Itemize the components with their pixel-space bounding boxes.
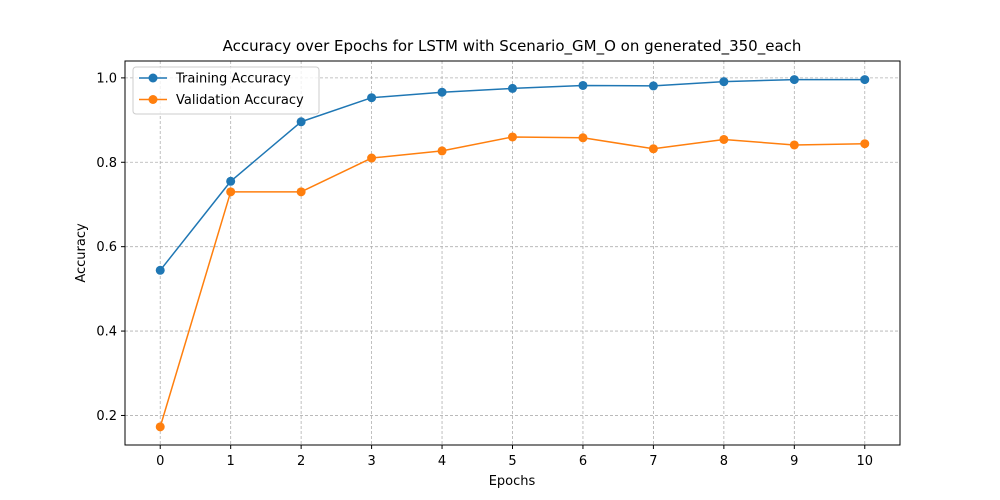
training-accuracy-legend-label: Training Accuracy [175, 72, 291, 87]
validation-accuracy-legend-marker [148, 95, 158, 104]
x-tick-label: 1 [227, 454, 235, 469]
training-accuracy-point [437, 87, 447, 97]
x-tick-label: 6 [579, 454, 587, 469]
x-tick-label: 5 [508, 454, 516, 469]
y-tick-label: 1.0 [96, 71, 117, 86]
series-layer [155, 75, 870, 432]
training-accuracy-point [296, 117, 306, 127]
y-tick-label: 0.4 [96, 325, 117, 340]
x-tick-label: 9 [790, 454, 798, 469]
validation-accuracy-point [578, 133, 588, 143]
training-accuracy-series [155, 75, 870, 275]
validation-accuracy-point [648, 144, 658, 154]
x-tick-label: 3 [367, 454, 375, 469]
y-tick-label: 0.2 [96, 409, 117, 424]
grid-layer [125, 61, 900, 445]
validation-accuracy-series [155, 132, 870, 432]
legend: Training Accuracy Validation Accuracy [132, 66, 320, 115]
validation-accuracy-point [226, 187, 236, 197]
y-tick-label: 0.8 [96, 156, 117, 171]
validation-accuracy-point [155, 422, 165, 432]
training-accuracy-point [860, 75, 870, 85]
x-tick-label: 0 [156, 454, 164, 469]
x-tick-label: 4 [438, 454, 446, 469]
training-accuracy-point [648, 81, 658, 91]
x-tick-label: 8 [720, 454, 728, 469]
validation-accuracy-point [789, 140, 799, 150]
validation-accuracy-point [719, 134, 729, 144]
validation-accuracy-point [860, 139, 870, 149]
validation-accuracy-point [437, 146, 447, 156]
training-accuracy-point [226, 176, 236, 186]
chart-title: Accuracy over Epochs for LSTM with Scena… [223, 37, 802, 56]
validation-accuracy-point [508, 132, 517, 142]
tick-layer: 0 1 2 3 4 5 6 7 8 9 10 0.2 0.4 0.6 0.8 1.0 [96, 71, 873, 469]
training-accuracy-legend-marker [148, 73, 158, 83]
y-axis-label: Accuracy [74, 223, 89, 283]
training-accuracy-point [367, 93, 377, 103]
y-tick-label: 0.6 [96, 240, 117, 255]
validation-accuracy-legend-label: Validation Accuracy [176, 93, 304, 108]
training-accuracy-point [719, 77, 729, 87]
training-accuracy-point [155, 265, 165, 275]
validation-accuracy-point [367, 153, 377, 163]
legend-frame [132, 66, 320, 115]
x-axis-label: Epochs [489, 474, 536, 489]
x-tick-label: 10 [856, 454, 873, 469]
x-tick-label: 7 [649, 454, 657, 469]
validation-accuracy-point [296, 187, 306, 197]
x-tick-label: 2 [297, 454, 305, 469]
training-accuracy-point [508, 83, 517, 93]
legend-entries: Training Accuracy Validation Accuracy [139, 72, 304, 108]
training-accuracy-point [789, 75, 799, 85]
training-accuracy-point [578, 80, 588, 90]
